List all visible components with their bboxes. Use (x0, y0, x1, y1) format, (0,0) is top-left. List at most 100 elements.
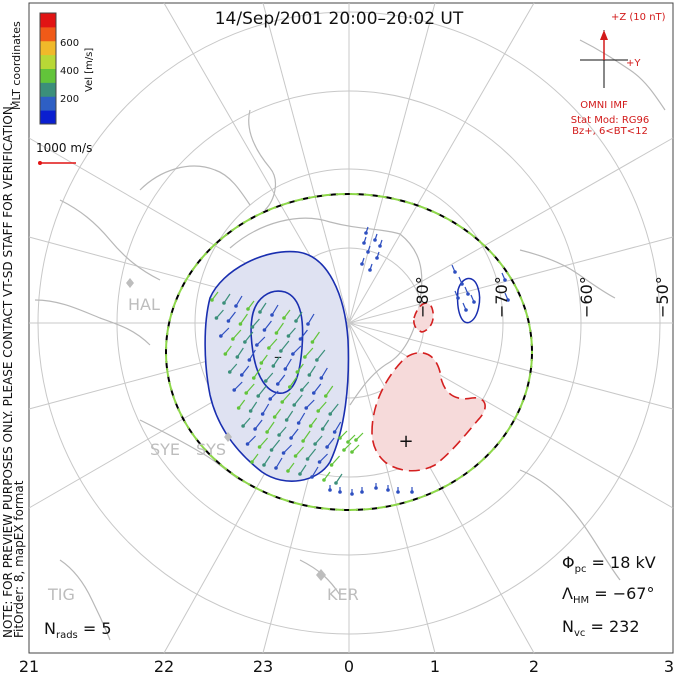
velocity-vector-origin (453, 270, 457, 274)
imf-model-line2: Bz+, 6<BT<12 (572, 126, 648, 137)
color-bar-segment (40, 96, 56, 111)
reference-vector-dot (38, 161, 42, 165)
velocity-vector-origin (306, 322, 310, 326)
velocity-vector-origin (506, 298, 510, 302)
coastline (579, 39, 666, 111)
velocity-vector-origin (322, 478, 326, 482)
velocity-vector-origin (274, 466, 278, 470)
velocity-vector (239, 313, 248, 325)
velocity-vector-origin (375, 256, 379, 260)
velocity-vector (302, 430, 311, 442)
velocity-vector-origin (364, 231, 368, 235)
mlt-label-2: 2 (529, 657, 539, 674)
velocity-vector-origin (295, 370, 300, 374)
coastline (59, 559, 111, 641)
velocity-vector-origin (235, 355, 240, 359)
velocity-vector (269, 390, 279, 400)
velocity-vector-origin (270, 313, 274, 317)
hm-boundary-inner (165, 193, 533, 511)
lambda-hm-stat: ΛHM = −67° (562, 584, 654, 606)
velocity-vector-origin (289, 436, 293, 440)
velocity-vector-origin (350, 492, 354, 496)
velocity-vector-origin (275, 382, 280, 386)
reference-vector: 1000 m/s (36, 141, 92, 165)
station-label-sye: SYE (150, 440, 180, 459)
velocity-vector (286, 410, 294, 421)
velocity-vector-origin (319, 376, 324, 380)
latitude-label-60: −60° (577, 276, 596, 318)
velocity-vector-origin (262, 328, 267, 332)
negative-contour-inner (250, 290, 304, 394)
velocity-vector (283, 444, 292, 454)
velocity-vector-origin (316, 409, 321, 413)
color-bar-segment (40, 82, 56, 97)
mlt-label-22: 22 (154, 657, 174, 674)
velocity-vector-origin (284, 418, 289, 422)
velocity-vector (275, 322, 284, 334)
velocity-vector-origin (293, 454, 298, 458)
preview-note: NOTE: FOR PREVIEW PURPOSES ONLY. PLEASE … (1, 102, 15, 638)
velocity-vector-origin (256, 394, 261, 398)
n-rads-value: 5 (101, 619, 111, 638)
velocity-vector-origin (263, 379, 268, 383)
coastline (59, 199, 161, 281)
velocity-vector (308, 365, 316, 376)
velocity-vector-origin (272, 415, 277, 419)
velocity-vector (272, 356, 280, 367)
velocity-vector-origin (268, 397, 273, 401)
velocity-vector-origin (410, 490, 414, 494)
heppner-maynard-boundary (165, 193, 533, 511)
velocity-vector-origin (310, 340, 315, 344)
velocity-vector-origin (255, 343, 259, 347)
velocity-vector (313, 383, 322, 394)
velocity-vector-origin (236, 406, 241, 410)
mlt-label-0: 0 (344, 657, 354, 674)
velocity-vector (299, 464, 307, 475)
velocity-vector (281, 392, 291, 403)
velocity-vector-origin (243, 340, 247, 344)
color-bar-frame (39, 12, 57, 125)
velocity-vector (241, 365, 250, 376)
velocity-vector (326, 437, 335, 448)
velocity-vector-origin (298, 337, 303, 341)
velocity-vector (248, 349, 256, 361)
velocity-vector-origin (257, 445, 262, 449)
color-bar-segment (40, 40, 56, 56)
velocity-vector (232, 329, 242, 340)
velocity-vector (290, 428, 299, 439)
velocity-vector-origin (250, 325, 255, 329)
n-vc-stat: Nvc = 232 (562, 617, 640, 639)
velocity-vector-origin (231, 337, 235, 341)
velocity-vector (257, 385, 267, 397)
station-icon-hal (126, 278, 134, 288)
velocity-vector (263, 320, 272, 331)
lambda-hm-value: −67° (613, 584, 655, 603)
velocity-vector-origin (304, 406, 309, 410)
velocity-vector-origin (277, 433, 281, 437)
velocity-vector-origin (283, 367, 288, 371)
negative-cell-marker: – (274, 347, 282, 366)
latitude-label-70: −70° (492, 276, 511, 318)
velocity-vector-origin (323, 394, 328, 398)
velocity-vector (331, 455, 341, 466)
velocity-vector-origin (350, 450, 354, 454)
velocity-vector (304, 347, 314, 358)
latitude-label-80: −80° (413, 276, 432, 318)
velocity-vector-origin (222, 301, 226, 305)
velocity-vector (259, 302, 267, 313)
plot-frame (28, 2, 674, 654)
velocity-vector-origin (239, 373, 244, 377)
velocity-vector (299, 329, 308, 340)
velocity-vector (256, 336, 266, 346)
coastlines (34, 39, 666, 641)
negative-contour-small (456, 277, 481, 324)
velocity-vector-origin (362, 241, 366, 245)
station-label-hal: HAL (128, 295, 160, 314)
color-scale-label: Vel [m/s] (84, 48, 95, 92)
velocity-vector-origin (292, 403, 297, 407)
velocity-vector-origin (366, 250, 370, 254)
velocity-vector (236, 347, 244, 358)
velocity-vector-origin (373, 238, 377, 242)
coastline (139, 165, 251, 206)
